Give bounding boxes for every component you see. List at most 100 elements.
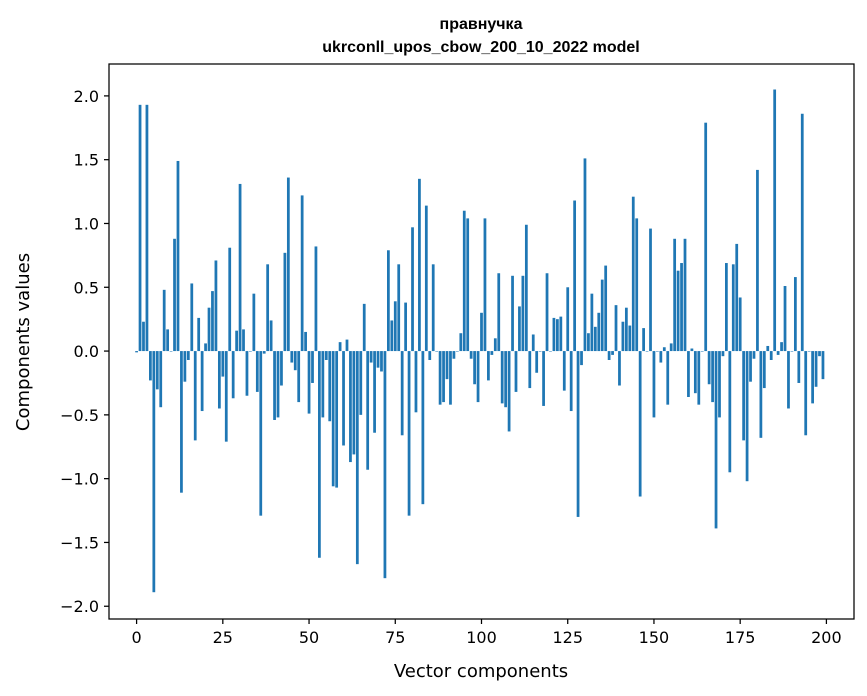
bar-component-48 — [300, 195, 304, 352]
bar-component-22 — [211, 291, 214, 352]
bar-component-120 — [549, 351, 552, 352]
bar-component-70 — [376, 351, 380, 368]
bar-component-179 — [752, 351, 756, 359]
bar-component-100 — [480, 312, 483, 352]
bar-component-124 — [562, 351, 566, 391]
bar-component-177 — [745, 351, 749, 482]
bar-component-88 — [438, 351, 442, 405]
bar-component-67 — [366, 351, 370, 470]
bar-component-195 — [807, 351, 811, 352]
bar-component-71 — [380, 351, 383, 372]
bar-component-69 — [373, 351, 376, 433]
bar-component-160 — [687, 351, 690, 397]
bar-component-26 — [224, 351, 228, 442]
x-tick-label: 200 — [811, 628, 842, 647]
bar-component-119 — [545, 273, 549, 352]
bar-component-142 — [624, 307, 628, 352]
bar-component-58 — [335, 351, 339, 488]
bar-component-32 — [245, 351, 249, 396]
bar-component-165 — [704, 122, 708, 352]
bar-component-66 — [362, 303, 366, 352]
bar-component-188 — [783, 286, 787, 352]
bar-component-11 — [173, 238, 176, 352]
bar-component-62 — [349, 351, 352, 463]
bar-component-4 — [149, 351, 152, 381]
bar-component-29 — [235, 330, 238, 352]
y-tick-label: −2.0 — [60, 597, 99, 616]
bar-component-42 — [280, 351, 283, 386]
bar-component-191 — [793, 277, 797, 352]
bar-component-39 — [269, 320, 273, 352]
bar-component-139 — [614, 305, 618, 352]
bar-component-147 — [642, 328, 645, 352]
bar-component-190 — [790, 351, 794, 352]
bar-component-107 — [504, 351, 508, 408]
x-axis-ticks: 0 25 50 75 100 125 150 175 200 — [131, 619, 842, 647]
bar-component-13 — [180, 351, 183, 493]
bar-component-128 — [576, 351, 580, 517]
y-axis-label: Components values — [13, 253, 34, 431]
bar-component-199 — [821, 351, 825, 380]
bar-component-19 — [200, 351, 204, 412]
bar-component-54 — [321, 351, 325, 418]
x-tick-label: 125 — [552, 628, 583, 647]
chart-subtitle: ukrconll_upos_cbow_200_10_2022 model — [322, 39, 639, 56]
bar-component-145 — [635, 218, 639, 352]
bar-component-189 — [787, 351, 790, 409]
bar-component-45 — [290, 351, 294, 363]
bar-component-163 — [697, 351, 701, 405]
bar-component-136 — [604, 265, 608, 352]
bar-component-161 — [690, 348, 694, 352]
bar-component-123 — [559, 316, 563, 352]
bar-component-174 — [735, 243, 739, 352]
bar-component-80 — [411, 227, 414, 352]
bar-component-85 — [428, 351, 432, 360]
bar-component-101 — [483, 218, 487, 352]
bar-component-57 — [331, 351, 335, 487]
bar-component-15 — [186, 351, 190, 360]
bar-component-184 — [769, 351, 773, 360]
bar-component-43 — [283, 252, 287, 352]
bar-component-64 — [355, 351, 359, 565]
bar-component-185 — [773, 89, 777, 352]
bar-component-159 — [683, 238, 687, 352]
bar-component-152 — [659, 351, 663, 363]
bar-component-170 — [721, 351, 725, 357]
bar-component-126 — [569, 351, 573, 412]
bar-component-116 — [535, 351, 539, 373]
bar-component-171 — [725, 263, 728, 352]
bar-component-2 — [142, 321, 145, 352]
bar-component-91 — [449, 351, 452, 405]
bar-component-181 — [759, 351, 763, 438]
bar-component-103 — [490, 351, 494, 355]
bar-component-78 — [404, 302, 407, 352]
bar-component-74 — [390, 320, 394, 352]
bar-component-153 — [662, 347, 666, 352]
bar-component-137 — [607, 351, 611, 360]
bar-component-122 — [556, 319, 559, 352]
bar-component-44 — [286, 177, 290, 352]
bar-component-166 — [707, 351, 711, 385]
x-tick-label: 25 — [213, 628, 233, 647]
bar-component-73 — [387, 250, 390, 352]
bar-component-89 — [442, 351, 445, 403]
bar-component-21 — [207, 307, 211, 352]
y-tick-label: 0.0 — [74, 342, 99, 361]
bar-component-1 — [138, 104, 142, 352]
bar-component-95 — [462, 210, 466, 352]
bar-component-0 — [135, 351, 138, 353]
bar-component-96 — [466, 218, 470, 352]
bar-component-27 — [228, 247, 232, 352]
bar-component-6 — [155, 351, 159, 390]
x-tick-label: 0 — [131, 628, 141, 647]
bar-component-79 — [407, 351, 411, 516]
bar-component-76 — [397, 264, 401, 352]
bar-component-52 — [314, 246, 318, 352]
bar-component-49 — [304, 331, 307, 352]
bar-component-9 — [166, 329, 170, 352]
bar-component-10 — [169, 351, 173, 352]
bar-component-61 — [345, 339, 349, 352]
bar-component-180 — [756, 169, 759, 352]
bar-component-115 — [531, 334, 535, 352]
bar-component-182 — [762, 351, 766, 389]
